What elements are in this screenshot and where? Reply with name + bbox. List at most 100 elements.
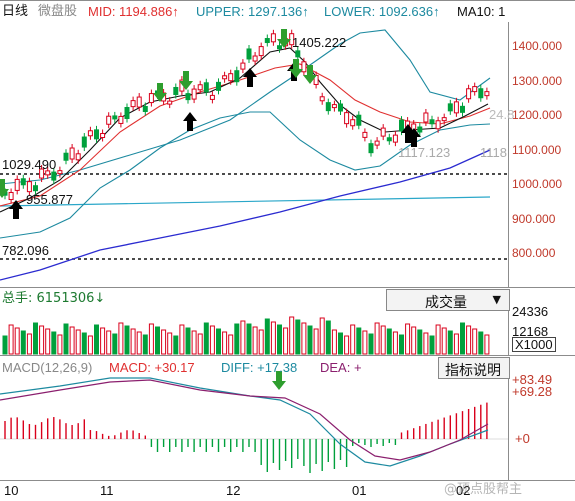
high-annotation: 1405.222 xyxy=(292,35,347,50)
sell-signal-arrow xyxy=(277,29,291,48)
volume-bar xyxy=(307,325,313,355)
time-label-10: 10 xyxy=(4,483,19,498)
volume-bar xyxy=(136,331,142,355)
low-annotation: 955.877 xyxy=(26,192,73,207)
candle-body xyxy=(453,101,459,114)
volume-bar xyxy=(39,325,45,355)
volume-bar xyxy=(441,327,447,355)
candle-body xyxy=(100,133,106,139)
volume-bar xyxy=(405,323,411,355)
volume-bar xyxy=(106,330,112,355)
volume-bar xyxy=(466,325,472,355)
candle-body xyxy=(392,134,398,143)
buy-signal-arrow xyxy=(183,112,197,131)
index-name: 微盘股 xyxy=(38,4,78,19)
volume-bar xyxy=(277,324,282,355)
volume-bar xyxy=(87,335,93,355)
volume-bar xyxy=(319,317,325,355)
candle-body xyxy=(197,84,203,91)
candle-body xyxy=(94,129,99,140)
macd-tick-zero: +0 xyxy=(515,431,530,446)
candle-body xyxy=(167,100,173,105)
volume-chart[interactable] xyxy=(0,288,575,356)
sell-signal-arrow xyxy=(303,65,317,84)
volume-bar xyxy=(258,329,264,355)
candle-body xyxy=(136,96,142,108)
candle-body xyxy=(466,88,472,100)
macd-value: MACD: +30.17 xyxy=(109,360,195,375)
long-ma-line xyxy=(0,149,491,281)
volume-bar xyxy=(411,326,417,355)
candle-body xyxy=(270,33,276,43)
candle-body xyxy=(258,46,264,57)
volume-bar xyxy=(173,335,179,355)
candle-body xyxy=(435,120,441,130)
price-tick-1100: 1100.000 xyxy=(512,143,562,157)
candle-body xyxy=(252,55,258,62)
volume-bar xyxy=(2,335,8,355)
volume-bar xyxy=(264,318,270,355)
lower-value: LOWER: 1092.636↑ xyxy=(324,4,440,19)
volume-bar xyxy=(423,332,429,355)
volume-bar xyxy=(100,327,106,355)
volume-pane[interactable]: 总手: 6151306↓ 成交量 ▼ 24336 12168 X1000 xyxy=(0,288,575,356)
volume-bar xyxy=(240,320,246,355)
candle-body xyxy=(112,115,118,120)
candle-body xyxy=(106,115,112,125)
indicator-dropdown-label: 成交量 xyxy=(425,295,467,311)
volume-bar xyxy=(33,322,38,355)
candle-body xyxy=(118,115,124,124)
volume-bar xyxy=(325,320,331,355)
candle-body xyxy=(51,171,57,181)
time-label-02: 02 xyxy=(456,483,471,498)
candle-body xyxy=(45,170,51,176)
volume-bar xyxy=(368,333,374,355)
volume-bar xyxy=(399,334,404,355)
candle-body xyxy=(380,127,386,137)
volume-bar xyxy=(447,330,453,355)
candle-body xyxy=(277,45,282,50)
volume-bar xyxy=(435,324,441,355)
volume-bar xyxy=(356,327,362,355)
sell-signal-arrow xyxy=(289,59,303,78)
volume-bar xyxy=(185,327,191,355)
candle-body xyxy=(362,131,368,138)
candle-body xyxy=(8,192,14,201)
candle-body xyxy=(350,119,356,127)
volume-bar xyxy=(338,332,343,355)
volume-bar xyxy=(8,324,14,355)
indicator-help-button[interactable]: 指标说明 xyxy=(438,357,510,379)
price-tick-partial: 24.8 xyxy=(489,107,515,122)
volume-bar xyxy=(453,333,459,355)
candle-body xyxy=(460,105,465,113)
volume-bar xyxy=(209,325,215,355)
macd-chart[interactable] xyxy=(0,356,575,480)
volume-bar xyxy=(203,322,209,355)
candle-body xyxy=(57,170,63,175)
price-tick-1000: 1000.000 xyxy=(512,177,563,191)
candle-body xyxy=(216,81,221,91)
mid-band-line xyxy=(0,63,491,207)
candle-body xyxy=(203,82,209,93)
volume-bar xyxy=(45,328,51,355)
volume-bar xyxy=(362,330,368,355)
period-label[interactable]: 日线 xyxy=(2,4,29,19)
candle-body xyxy=(484,91,490,97)
indicator-dropdown[interactable]: 成交量 ▼ xyxy=(386,289,510,311)
volume-bar xyxy=(228,334,234,355)
volume-bar xyxy=(386,328,392,355)
lower-band-line xyxy=(0,111,491,239)
sell-signal-arrow xyxy=(272,371,286,390)
candle-body xyxy=(148,93,154,104)
price-chart[interactable] xyxy=(0,0,575,288)
candle-body xyxy=(87,130,93,137)
volume-bar xyxy=(142,334,148,355)
recent-low-suffix: 1118 xyxy=(480,145,507,160)
candle-body xyxy=(374,140,380,146)
candle-body xyxy=(191,88,197,100)
volume-bar xyxy=(313,328,319,355)
candle-body xyxy=(356,114,362,126)
volume-bar xyxy=(222,331,228,355)
price-pane[interactable]: 日线 微盘股 MID: 1194.886↑ UPPER: 1297.136↑ L… xyxy=(0,0,575,288)
macd-pane[interactable]: MACD(12,26,9) MACD: +30.17 DIFF: +17.38 … xyxy=(0,356,575,480)
